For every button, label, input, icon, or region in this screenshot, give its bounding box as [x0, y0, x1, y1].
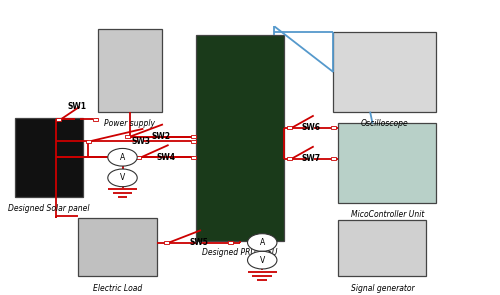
Bar: [98, 30, 162, 112]
Bar: [338, 124, 436, 203]
Text: SW2: SW2: [151, 132, 170, 141]
Circle shape: [248, 251, 277, 269]
Text: A: A: [120, 153, 125, 162]
Text: SW6: SW6: [302, 124, 321, 132]
Bar: [286, 126, 292, 129]
Text: V: V: [260, 256, 265, 265]
Text: SW3: SW3: [132, 137, 150, 146]
Text: Electric Load: Electric Load: [93, 284, 142, 293]
Bar: [191, 140, 196, 142]
Text: V: V: [120, 173, 125, 182]
Bar: [136, 156, 141, 159]
Bar: [338, 220, 426, 276]
Text: MicoController Unit: MicoController Unit: [350, 210, 424, 219]
Bar: [86, 140, 90, 142]
Text: SW1: SW1: [68, 102, 86, 111]
Text: Designed PRU+PSU: Designed PRU+PSU: [202, 248, 278, 258]
Bar: [78, 217, 157, 276]
Text: Signal generator: Signal generator: [350, 284, 414, 293]
Bar: [334, 32, 436, 112]
Text: SW7: SW7: [302, 154, 321, 163]
Bar: [14, 118, 84, 197]
Bar: [93, 118, 98, 121]
Bar: [191, 156, 196, 159]
Bar: [228, 241, 233, 244]
Bar: [191, 135, 196, 138]
Circle shape: [108, 148, 137, 166]
Bar: [331, 126, 336, 129]
Text: A: A: [260, 238, 265, 247]
Bar: [56, 118, 61, 121]
Text: SW5: SW5: [189, 238, 208, 247]
Bar: [331, 157, 336, 160]
Circle shape: [108, 169, 137, 187]
Bar: [196, 35, 284, 241]
Circle shape: [248, 234, 277, 251]
Text: Power supply: Power supply: [104, 119, 156, 128]
Bar: [164, 241, 169, 244]
Bar: [125, 135, 130, 138]
Bar: [286, 157, 292, 160]
Text: SW4: SW4: [156, 153, 176, 162]
Text: Oscilloscope: Oscilloscope: [361, 119, 408, 128]
Text: Designed Solar panel: Designed Solar panel: [8, 204, 89, 213]
